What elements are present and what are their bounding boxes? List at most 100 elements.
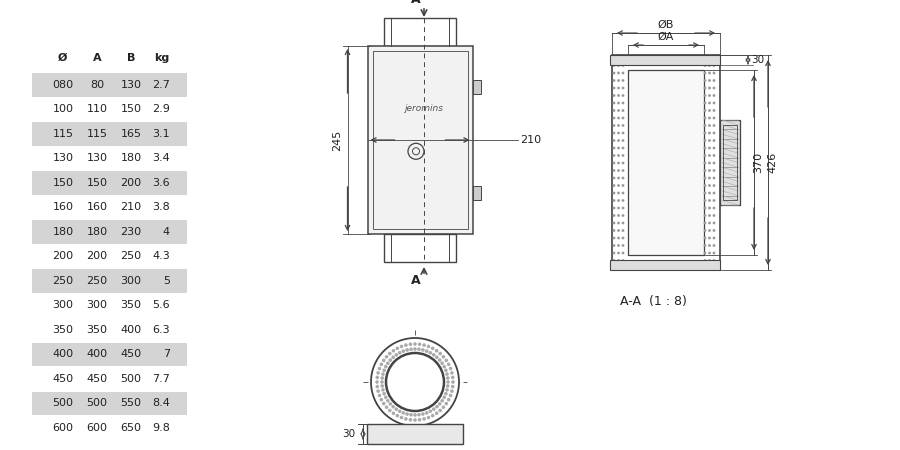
Circle shape <box>617 139 620 142</box>
Circle shape <box>404 417 408 421</box>
Text: 115: 115 <box>86 129 107 139</box>
Text: 5: 5 <box>163 276 170 286</box>
Circle shape <box>613 229 616 232</box>
Circle shape <box>704 162 707 164</box>
Text: 30: 30 <box>342 429 355 439</box>
Circle shape <box>622 109 625 112</box>
Text: 4.3: 4.3 <box>152 251 170 261</box>
Text: 300: 300 <box>86 300 107 310</box>
Circle shape <box>617 176 620 180</box>
Circle shape <box>708 214 711 217</box>
Circle shape <box>427 345 430 348</box>
Circle shape <box>708 192 711 194</box>
Circle shape <box>704 252 707 254</box>
Bar <box>32 73 187 96</box>
Circle shape <box>617 72 620 74</box>
Circle shape <box>704 169 707 172</box>
Circle shape <box>704 199 707 202</box>
Circle shape <box>708 57 711 59</box>
Circle shape <box>622 154 625 157</box>
Circle shape <box>713 221 716 225</box>
Text: 110: 110 <box>86 104 107 114</box>
Circle shape <box>376 371 380 375</box>
Circle shape <box>622 252 625 254</box>
Bar <box>612 55 720 270</box>
Circle shape <box>617 169 620 172</box>
Text: 160: 160 <box>86 202 107 212</box>
Circle shape <box>382 369 386 372</box>
Text: 426: 426 <box>767 152 777 173</box>
Text: 3.4: 3.4 <box>152 153 170 163</box>
Circle shape <box>451 376 454 379</box>
Circle shape <box>713 199 716 202</box>
Circle shape <box>418 413 421 417</box>
Circle shape <box>431 414 435 418</box>
Circle shape <box>446 372 449 376</box>
Text: 450: 450 <box>52 374 74 384</box>
Circle shape <box>622 124 625 127</box>
Text: 350: 350 <box>121 300 141 310</box>
Circle shape <box>704 214 707 217</box>
Circle shape <box>708 147 711 149</box>
Circle shape <box>450 389 454 393</box>
Circle shape <box>708 72 711 74</box>
Circle shape <box>617 147 620 149</box>
Circle shape <box>432 407 436 411</box>
Text: 500: 500 <box>86 398 107 408</box>
Circle shape <box>435 405 438 409</box>
Circle shape <box>435 411 438 415</box>
Text: 250: 250 <box>52 276 74 286</box>
Circle shape <box>613 244 616 247</box>
Text: 80: 80 <box>90 80 104 90</box>
Circle shape <box>622 86 625 90</box>
Circle shape <box>704 229 707 232</box>
Bar <box>610 55 720 65</box>
Circle shape <box>704 259 707 262</box>
Text: 450: 450 <box>86 374 108 384</box>
Circle shape <box>421 348 425 352</box>
Circle shape <box>617 221 620 225</box>
Circle shape <box>613 64 616 67</box>
Circle shape <box>613 139 616 142</box>
Text: 130: 130 <box>86 153 107 163</box>
Circle shape <box>380 398 383 401</box>
Circle shape <box>622 221 625 225</box>
Text: A: A <box>411 0 420 6</box>
Circle shape <box>440 399 444 403</box>
Text: 400: 400 <box>52 349 74 359</box>
Circle shape <box>708 199 711 202</box>
Circle shape <box>613 102 616 104</box>
Text: 150: 150 <box>121 104 141 114</box>
Circle shape <box>440 361 444 365</box>
Circle shape <box>444 392 447 396</box>
Text: 650: 650 <box>121 423 141 433</box>
Circle shape <box>444 369 447 372</box>
Circle shape <box>381 384 384 388</box>
Text: 350: 350 <box>86 325 107 335</box>
Circle shape <box>413 347 417 351</box>
Circle shape <box>438 358 442 362</box>
Circle shape <box>613 86 616 90</box>
Circle shape <box>704 221 707 225</box>
Circle shape <box>713 244 716 247</box>
Text: 500: 500 <box>52 398 74 408</box>
Circle shape <box>400 416 403 419</box>
Circle shape <box>617 184 620 187</box>
Circle shape <box>413 413 417 417</box>
Circle shape <box>617 109 620 112</box>
Text: Ø: Ø <box>58 53 68 63</box>
Circle shape <box>704 184 707 187</box>
Text: A-A  (1 : 8): A-A (1 : 8) <box>620 295 687 308</box>
Circle shape <box>395 414 399 418</box>
Text: 130: 130 <box>121 80 141 90</box>
Circle shape <box>704 86 707 90</box>
Circle shape <box>613 192 616 194</box>
Circle shape <box>713 229 716 232</box>
Circle shape <box>398 351 401 355</box>
Circle shape <box>409 418 412 422</box>
Circle shape <box>613 147 616 149</box>
Circle shape <box>713 139 716 142</box>
Circle shape <box>386 399 390 403</box>
Circle shape <box>382 359 385 362</box>
Text: 30: 30 <box>751 55 764 65</box>
